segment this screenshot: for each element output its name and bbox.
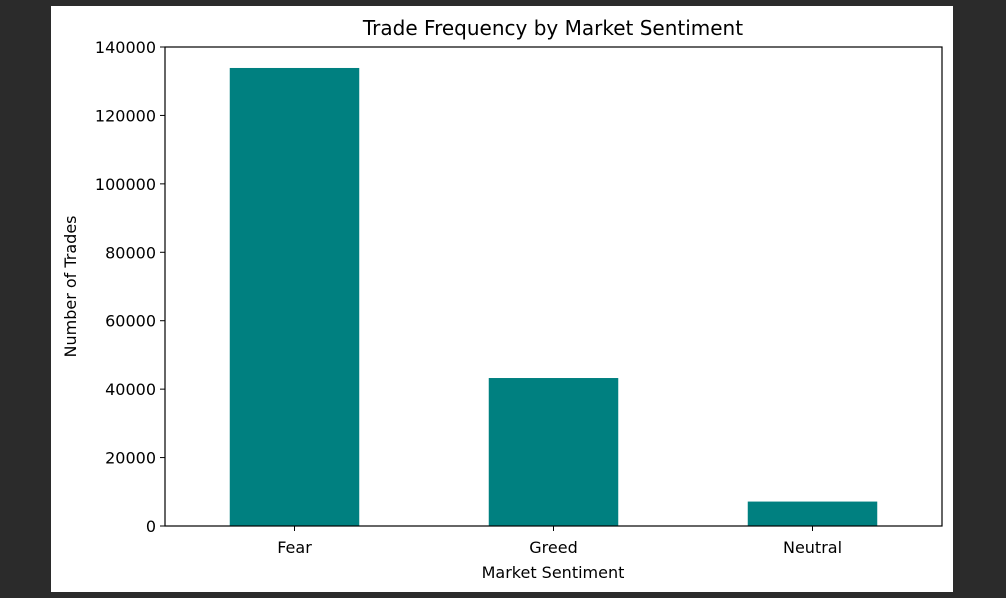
- y-tick-label: 0: [146, 517, 156, 536]
- x-axis-label: Market Sentiment: [482, 563, 625, 582]
- y-tick-label: 40000: [105, 380, 156, 399]
- y-tick-label: 60000: [105, 312, 156, 331]
- x-tick-label: Fear: [277, 538, 312, 557]
- plot-frame: [164, 46, 943, 527]
- chart-figure: Trade Frequency by Market Sentiment 0 200…: [51, 6, 953, 592]
- y-tick-label: 20000: [105, 449, 156, 468]
- bars-layer: [229, 67, 878, 526]
- y-tick-label: 140000: [95, 38, 156, 57]
- y-axis: 0 20000 40000 60000 80000 100000 120000 140000: [95, 38, 165, 536]
- y-axis-label: Number of Trades: [61, 215, 80, 357]
- x-tick-label: Greed: [529, 538, 577, 557]
- x-tick-label: Neutral: [783, 538, 842, 557]
- y-tick-label: 120000: [95, 106, 156, 125]
- x-axis: Fear Greed Neutral: [277, 526, 842, 557]
- bar-fear: [229, 67, 360, 526]
- y-tick-label: 80000: [105, 243, 156, 262]
- bar-chart: Trade Frequency by Market Sentiment 0 200…: [61, 16, 943, 582]
- chart-title: Trade Frequency by Market Sentiment: [362, 16, 743, 40]
- bar-neutral: [747, 501, 878, 526]
- y-tick-label: 100000: [95, 175, 156, 194]
- bar-greed: [488, 378, 619, 526]
